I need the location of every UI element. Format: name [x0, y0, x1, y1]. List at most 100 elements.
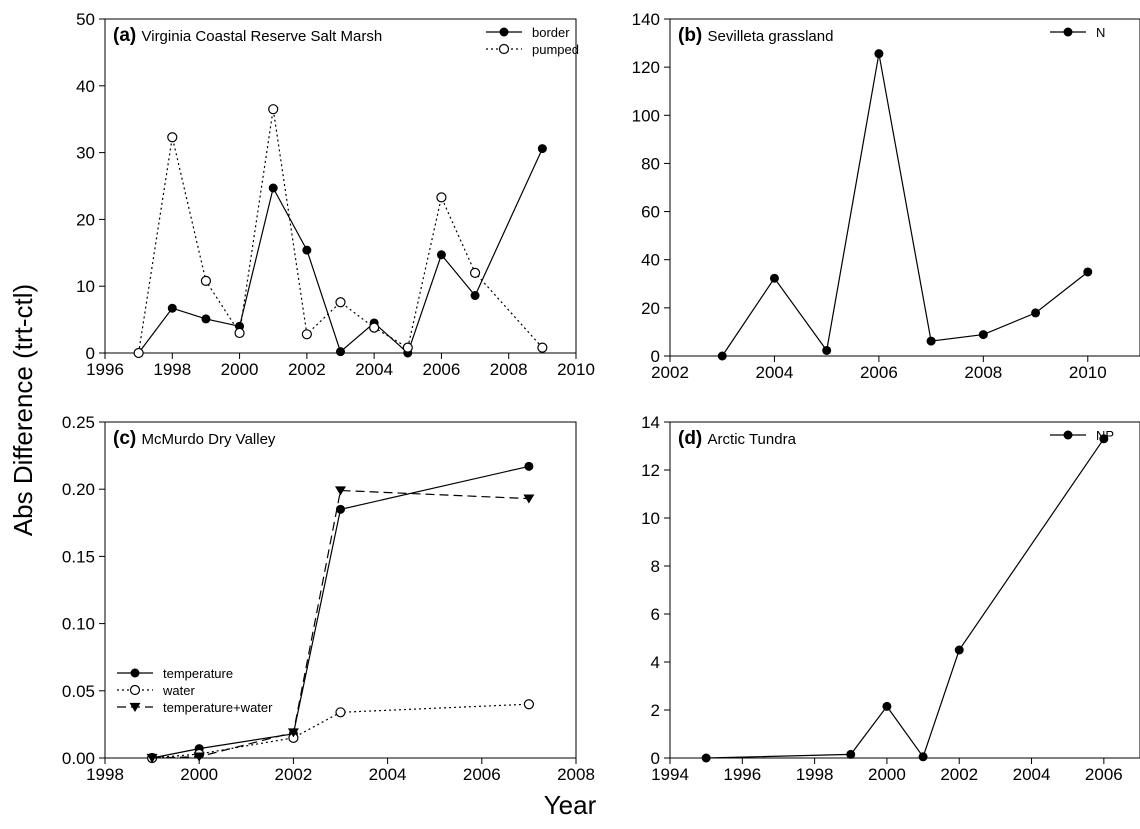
data-point [524, 461, 534, 471]
legend-marker [499, 27, 509, 37]
series-border [134, 144, 547, 358]
data-point [301, 329, 312, 340]
data-point [822, 345, 832, 355]
y-tick-label: 100 [632, 106, 660, 125]
legend: border pumped [486, 25, 579, 57]
data-point [287, 728, 299, 738]
data-point [469, 267, 481, 278]
y-tick-label: 60 [641, 203, 660, 222]
y-tick-label: 0.05 [62, 682, 95, 701]
x-tick-label: 1996 [86, 360, 124, 379]
panel-title: (b) Sevilleta grassland [678, 25, 833, 46]
y-tick-label: 12 [641, 461, 660, 480]
y-tick-label: 0.00 [62, 749, 95, 768]
x-tick-label: 2004 [1013, 765, 1051, 784]
data-point [335, 486, 346, 496]
global-x-axis-label: Year [543, 790, 597, 820]
y-tick-label: 0 [651, 347, 660, 366]
y-tick-label: 20 [76, 210, 95, 229]
legend-label: N [1096, 25, 1105, 40]
data-point [1031, 308, 1041, 318]
panel-title: (c) McMurdo Dry Valley [113, 428, 276, 449]
series-pumped [133, 104, 548, 359]
legend-marker [1063, 430, 1073, 440]
data-point [717, 351, 727, 361]
legend-label: pumped [532, 42, 579, 57]
legend-marker [1063, 27, 1073, 37]
data-point [201, 314, 211, 324]
x-tick-label: 2008 [557, 765, 595, 784]
legend-marker [130, 668, 140, 678]
y-tick-label: 10 [641, 509, 660, 528]
y-tick-label: 120 [632, 58, 660, 77]
series-line [152, 489, 529, 759]
panel-title-text: Virginia Coastal Reserve Salt Marsh [142, 28, 383, 45]
y-tick-label: 0.15 [62, 547, 95, 566]
global-y-axis-label: Abs Difference (trt-ctl) [10, 284, 38, 536]
x-tick-label: 2002 [651, 363, 689, 382]
y-tick-label: 30 [76, 144, 95, 163]
data-point [701, 753, 711, 763]
x-tick-label: 1994 [651, 765, 689, 784]
series-line [138, 109, 543, 354]
y-tick-label: 0 [651, 749, 660, 768]
data-point [918, 752, 928, 762]
data-point [537, 144, 547, 154]
x-tick-label: 1998 [153, 360, 191, 379]
data-point [302, 245, 312, 255]
y-tick-label: 40 [641, 251, 660, 270]
panel-d: 1994 1996 1998 2000 2002 2004 2006 0 2 4 6 8 10 12 14 (… [641, 413, 1140, 784]
y-tick-label: 20 [641, 299, 660, 318]
legend-label: temperature+water [163, 700, 273, 715]
legend-marker [129, 684, 141, 696]
x-tick-label: 2002 [274, 765, 312, 784]
panel-title-text: Sevilleta grassland [708, 28, 834, 45]
x-tick-label: 2004 [355, 360, 393, 379]
data-point [874, 49, 884, 59]
data-point [978, 330, 988, 340]
data-point [436, 192, 447, 203]
plot-frame [104, 421, 577, 759]
data-point [335, 297, 346, 308]
plot-frame [669, 421, 1140, 759]
panel-title-text: Arctic Tundra [708, 431, 797, 448]
data-point [167, 303, 177, 313]
panel-title-text: McMurdo Dry Valley [142, 431, 276, 448]
data-point [146, 753, 158, 763]
data-point [234, 327, 245, 339]
data-point [402, 342, 413, 353]
data-point [200, 275, 212, 286]
data-point [335, 707, 346, 718]
data-point [523, 699, 535, 710]
x-tick-label: 2004 [369, 765, 407, 784]
series-NP [701, 434, 1109, 763]
y-tick-label: 0 [86, 344, 95, 363]
data-point [268, 104, 279, 115]
data-point [336, 504, 345, 514]
x-tick-label: 2000 [180, 765, 218, 784]
series-line [138, 148, 543, 355]
panel-letter: (b) [678, 25, 708, 46]
data-point [1083, 267, 1093, 277]
y-tick-label: 80 [641, 154, 660, 173]
panel-title: (d) Arctic Tundra [678, 428, 797, 449]
data-point [470, 291, 480, 301]
panel-title: (a) Virginia Coastal Reserve Salt Marsh [113, 25, 382, 46]
data-point [882, 701, 892, 711]
legend-label: temperature [163, 666, 233, 681]
y-tick-label: 2 [651, 701, 660, 720]
x-tick-label: 2000 [868, 765, 906, 784]
data-point [926, 336, 936, 346]
y-tick-label: 140 [632, 10, 660, 29]
panel-c: 1998 2000 2002 2004 2006 2008 0.00 0.05 0.10 0.15… [62, 413, 595, 784]
x-tick-label: 2004 [756, 363, 794, 382]
x-tick-label: 2008 [490, 360, 528, 379]
legend: NP [1050, 428, 1114, 443]
data-point [846, 749, 856, 759]
y-tick-label: 40 [76, 77, 95, 96]
y-tick-label: 10 [76, 277, 95, 296]
data-point [537, 342, 548, 353]
y-tick-label: 14 [641, 413, 660, 432]
series-line [152, 703, 529, 759]
